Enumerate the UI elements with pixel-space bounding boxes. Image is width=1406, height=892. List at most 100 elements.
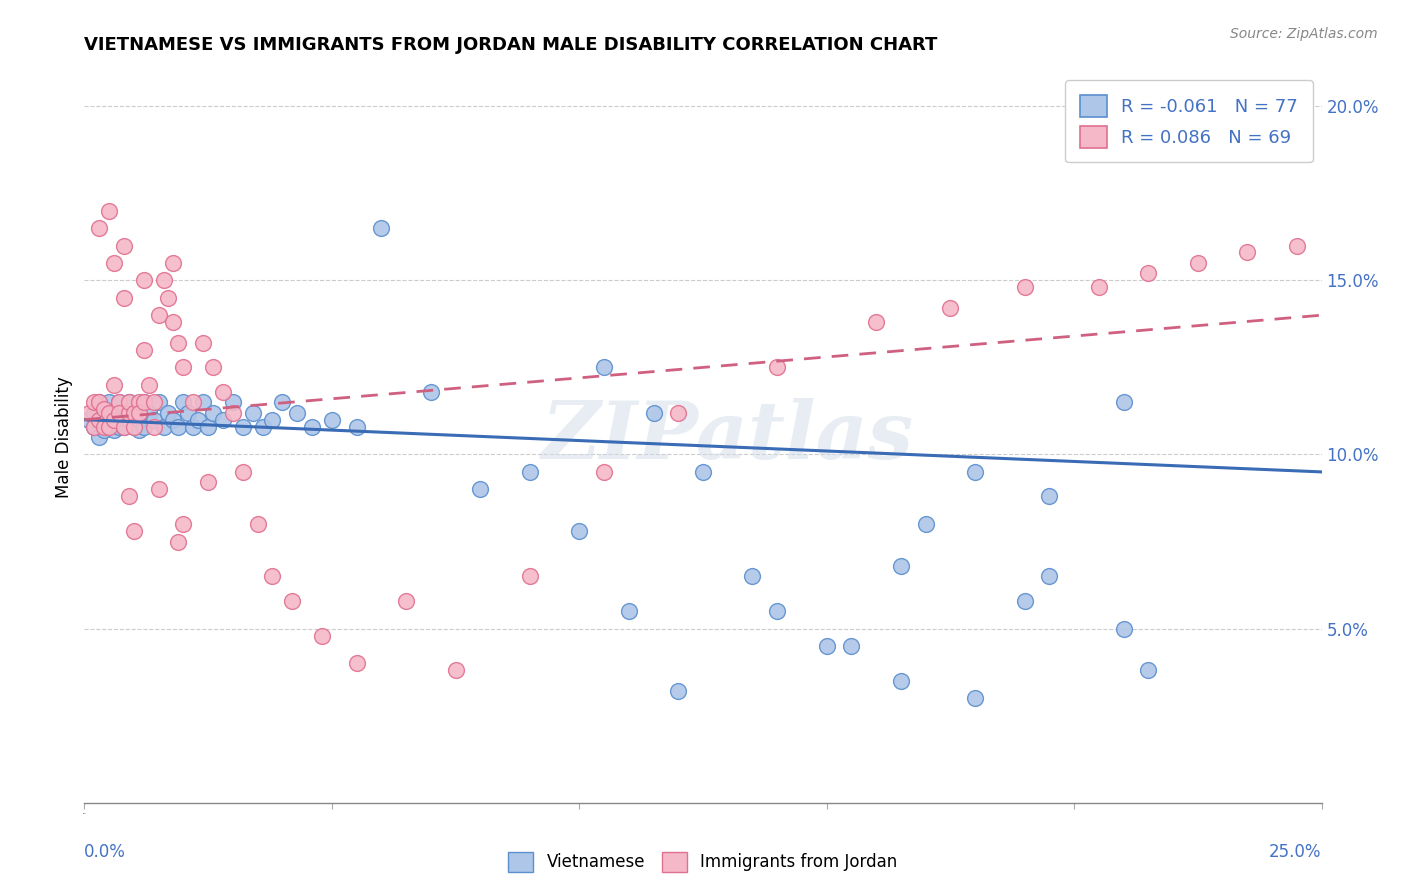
- Text: 25.0%: 25.0%: [1270, 843, 1322, 861]
- Point: [177, 406, 200, 420]
- Point: [122, 406, 145, 420]
- Point: [98, 406, 121, 420]
- Point: [89, 430, 111, 444]
- Point: [79, 406, 101, 420]
- Point: [841, 639, 863, 653]
- Point: [108, 395, 131, 409]
- Point: [112, 291, 135, 305]
- Point: [301, 419, 323, 434]
- Point: [128, 412, 150, 426]
- Point: [162, 315, 184, 329]
- Point: [89, 412, 111, 426]
- Point: [914, 517, 936, 532]
- Point: [1137, 664, 1160, 678]
- Point: [103, 406, 125, 420]
- Point: [98, 419, 121, 434]
- Point: [93, 423, 115, 437]
- Point: [172, 517, 194, 532]
- Point: [89, 395, 111, 409]
- Point: [103, 377, 125, 392]
- Point: [815, 639, 838, 653]
- Point: [939, 301, 962, 316]
- Point: [142, 395, 165, 409]
- Point: [181, 395, 204, 409]
- Point: [281, 594, 304, 608]
- Point: [89, 221, 111, 235]
- Point: [108, 395, 131, 409]
- Point: [568, 524, 591, 538]
- Point: [152, 419, 174, 434]
- Point: [197, 419, 219, 434]
- Point: [93, 406, 115, 420]
- Point: [1112, 622, 1135, 636]
- Point: [122, 524, 145, 538]
- Point: [98, 419, 121, 434]
- Point: [346, 657, 368, 671]
- Point: [108, 412, 131, 426]
- Point: [271, 395, 294, 409]
- Point: [98, 412, 121, 426]
- Point: [162, 256, 184, 270]
- Point: [1137, 266, 1160, 280]
- Point: [83, 395, 105, 409]
- Point: [692, 465, 714, 479]
- Point: [167, 336, 190, 351]
- Point: [246, 517, 269, 532]
- Point: [285, 406, 308, 420]
- Point: [1038, 489, 1060, 503]
- Point: [1285, 238, 1308, 252]
- Point: [98, 395, 121, 409]
- Point: [157, 291, 180, 305]
- Point: [252, 419, 274, 434]
- Point: [112, 419, 135, 434]
- Point: [152, 273, 174, 287]
- Point: [965, 691, 987, 706]
- Point: [167, 534, 190, 549]
- Point: [187, 412, 209, 426]
- Point: [112, 406, 135, 420]
- Point: [132, 395, 155, 409]
- Text: VIETNAMESE VS IMMIGRANTS FROM JORDAN MALE DISABILITY CORRELATION CHART: VIETNAMESE VS IMMIGRANTS FROM JORDAN MAL…: [84, 36, 938, 54]
- Point: [617, 604, 640, 618]
- Point: [666, 406, 689, 420]
- Point: [191, 395, 214, 409]
- Point: [1187, 256, 1209, 270]
- Point: [519, 465, 541, 479]
- Point: [232, 419, 254, 434]
- Point: [103, 412, 125, 426]
- Point: [148, 308, 170, 322]
- Point: [1014, 280, 1036, 294]
- Point: [172, 395, 194, 409]
- Point: [172, 360, 194, 375]
- Point: [118, 412, 141, 426]
- Point: [93, 419, 115, 434]
- Point: [128, 395, 150, 409]
- Text: ZIPatlas: ZIPatlas: [541, 399, 914, 475]
- Point: [321, 412, 343, 426]
- Point: [181, 419, 204, 434]
- Point: [148, 395, 170, 409]
- Text: Source: ZipAtlas.com: Source: ZipAtlas.com: [1230, 27, 1378, 41]
- Point: [890, 558, 912, 573]
- Point: [98, 203, 121, 218]
- Point: [222, 395, 245, 409]
- Point: [93, 402, 115, 417]
- Legend: R = -0.061   N = 77, R = 0.086   N = 69: R = -0.061 N = 77, R = 0.086 N = 69: [1066, 80, 1313, 162]
- Point: [202, 406, 225, 420]
- Point: [93, 419, 115, 434]
- Point: [83, 419, 105, 434]
- Point: [191, 336, 214, 351]
- Point: [419, 384, 441, 399]
- Point: [138, 406, 160, 420]
- Point: [89, 412, 111, 426]
- Point: [132, 395, 155, 409]
- Point: [470, 483, 492, 497]
- Point: [112, 238, 135, 252]
- Point: [222, 406, 245, 420]
- Point: [112, 419, 135, 434]
- Point: [162, 412, 184, 426]
- Point: [197, 475, 219, 490]
- Point: [232, 465, 254, 479]
- Point: [89, 395, 111, 409]
- Point: [1112, 395, 1135, 409]
